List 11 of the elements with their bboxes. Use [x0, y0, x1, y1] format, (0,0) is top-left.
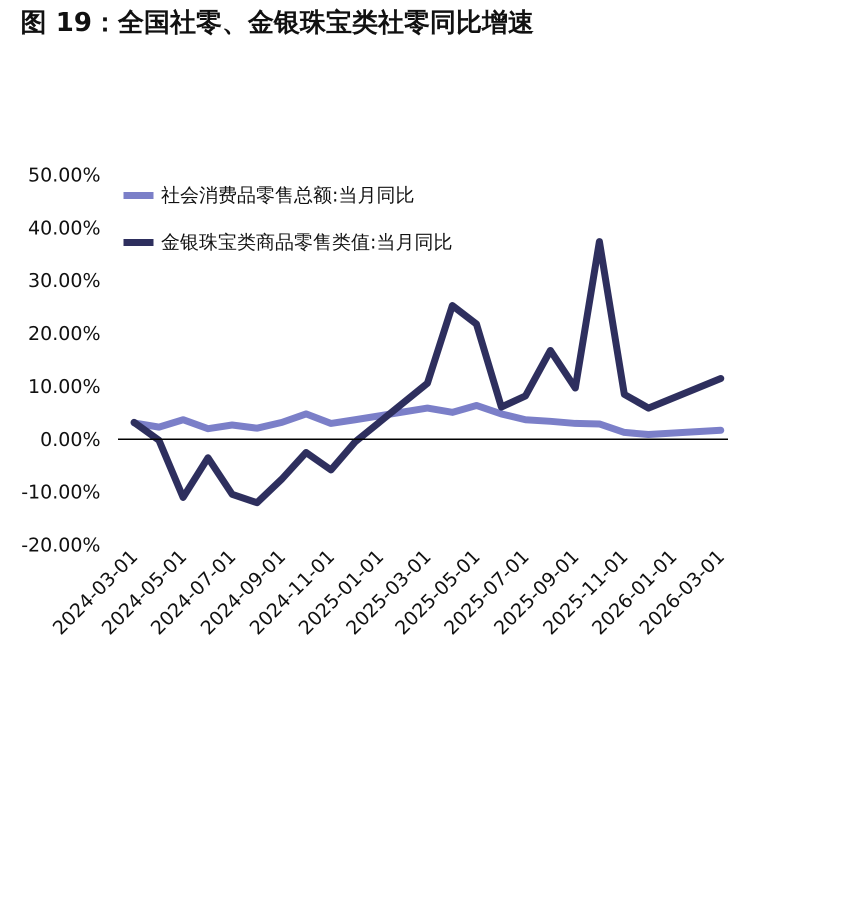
- y-tick-label: 50.00%: [28, 164, 100, 186]
- legend-label: 金银珠宝类商品零售类值:当月同比: [161, 232, 452, 254]
- y-tick-label: 10.00%: [28, 376, 100, 398]
- chart-title: 图 19：全国社零、金银珠宝类社零同比增速: [20, 8, 534, 38]
- y-tick-label: 0.00%: [40, 428, 100, 451]
- y-tick-label: 20.00%: [28, 323, 100, 346]
- legend-label: 社会消费品零售总额:当月同比: [161, 184, 414, 206]
- y-tick-label: 40.00%: [28, 217, 100, 240]
- y-tick-label: 30.00%: [28, 270, 100, 292]
- y-tick-label: -20.00%: [21, 534, 100, 556]
- y-tick-label: -10.00%: [21, 482, 100, 504]
